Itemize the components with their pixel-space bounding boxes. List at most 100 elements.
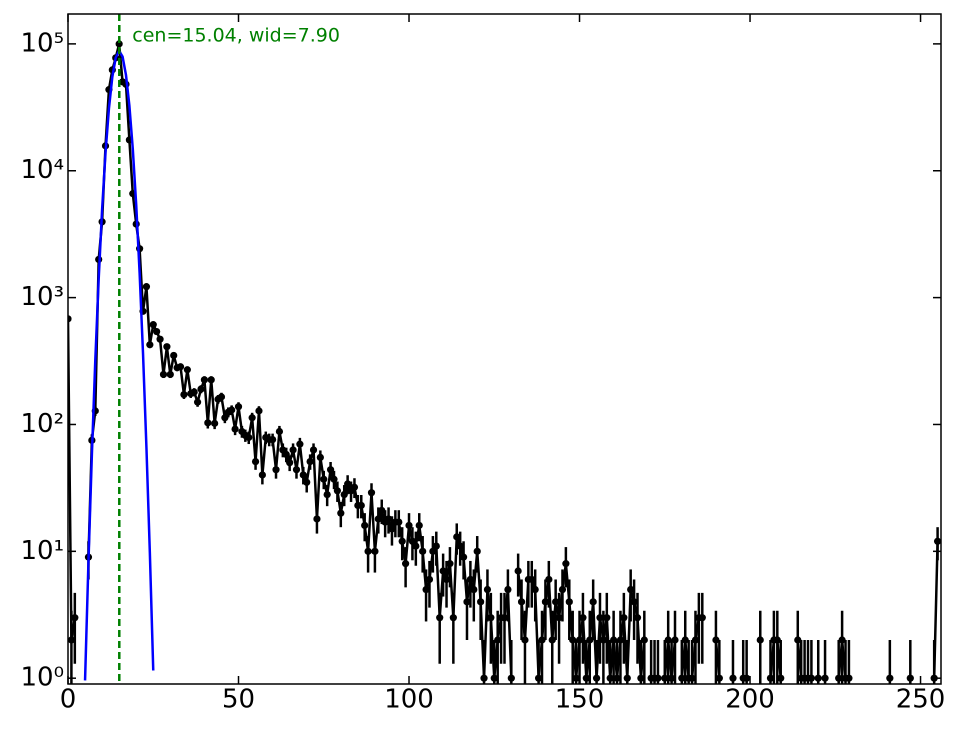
data-point xyxy=(68,315,72,323)
data-point xyxy=(565,598,573,606)
axes-frame xyxy=(67,13,942,685)
data-point xyxy=(326,466,335,474)
data-point xyxy=(388,525,396,533)
data-point xyxy=(630,598,638,606)
data-point xyxy=(552,598,560,606)
y-tick-label: 10³ xyxy=(20,282,64,312)
data-point xyxy=(555,614,563,622)
data-point xyxy=(275,427,284,436)
data-point xyxy=(170,351,178,360)
data-point xyxy=(627,585,635,594)
x-tick-label: 250 xyxy=(896,685,946,715)
data-point xyxy=(569,636,577,644)
data-point xyxy=(678,674,686,682)
data-point xyxy=(538,636,546,644)
data-point xyxy=(272,466,280,474)
data-point xyxy=(190,388,198,396)
data-point xyxy=(207,376,215,384)
data-point xyxy=(886,674,894,682)
data-point xyxy=(453,533,461,541)
data-point xyxy=(535,674,543,682)
data-point xyxy=(599,636,607,644)
data-point xyxy=(378,506,386,515)
data-point xyxy=(664,636,672,644)
data-point xyxy=(633,614,642,622)
data-point xyxy=(463,598,471,606)
data-point xyxy=(337,509,345,517)
data-point xyxy=(429,547,437,555)
data-point xyxy=(558,585,567,594)
y-tick-label: 10¹ xyxy=(20,536,64,566)
data-point xyxy=(384,515,393,523)
data-point xyxy=(309,446,318,454)
data-point xyxy=(681,636,689,644)
data-point xyxy=(640,636,648,644)
data-point xyxy=(756,636,764,644)
data-point xyxy=(296,440,304,448)
data-point xyxy=(316,453,324,462)
data-point xyxy=(303,478,311,486)
data-point xyxy=(698,614,706,622)
data-point xyxy=(282,450,290,459)
data-point xyxy=(398,537,406,545)
data-point xyxy=(371,547,379,555)
data-point xyxy=(579,614,587,622)
data-point xyxy=(350,483,359,491)
data-point xyxy=(432,542,440,550)
data-point xyxy=(245,433,253,442)
data-point xyxy=(586,636,594,644)
data-point xyxy=(589,598,597,606)
data-point xyxy=(197,385,205,393)
data-point xyxy=(592,674,601,682)
data-point xyxy=(367,489,376,497)
data-point xyxy=(814,674,822,682)
data-point xyxy=(845,674,853,682)
data-point xyxy=(333,487,342,495)
x-tick-label: 200 xyxy=(725,685,775,715)
data-point xyxy=(299,471,307,479)
data-point xyxy=(773,636,781,644)
data-point xyxy=(572,674,580,682)
data-point xyxy=(180,390,188,399)
x-tick-label: 0 xyxy=(60,685,77,715)
data-point xyxy=(691,636,700,644)
data-point xyxy=(470,585,478,594)
data-point xyxy=(415,521,423,530)
data-point xyxy=(436,614,444,622)
data-point xyxy=(654,674,662,682)
data-point xyxy=(166,370,174,379)
data-point xyxy=(142,283,151,291)
data-point xyxy=(217,393,226,401)
data-point xyxy=(838,636,846,644)
data-point xyxy=(794,636,802,644)
data-point xyxy=(211,419,219,427)
data-point xyxy=(234,403,243,411)
data-point xyxy=(442,575,451,584)
data-point xyxy=(517,598,526,606)
data-point xyxy=(507,674,515,682)
data-point xyxy=(477,598,485,606)
data-point xyxy=(487,614,495,622)
data-point xyxy=(473,547,481,555)
data-point xyxy=(323,491,331,499)
data-point xyxy=(248,414,256,422)
plot-area xyxy=(68,14,941,684)
data-point xyxy=(637,674,645,682)
data-point xyxy=(610,636,618,644)
data-point xyxy=(661,674,669,682)
data-point xyxy=(231,425,239,433)
data-point xyxy=(541,598,550,606)
data-point xyxy=(494,636,502,644)
data-point xyxy=(459,553,468,561)
data-point xyxy=(251,457,260,466)
data-point xyxy=(483,585,492,594)
data-point xyxy=(688,674,696,682)
data-point xyxy=(933,537,941,545)
data-point xyxy=(582,674,590,682)
data-point xyxy=(548,636,556,644)
data-point xyxy=(446,560,454,568)
data-point xyxy=(374,515,382,523)
data-point xyxy=(204,419,212,427)
data-point xyxy=(395,518,403,526)
